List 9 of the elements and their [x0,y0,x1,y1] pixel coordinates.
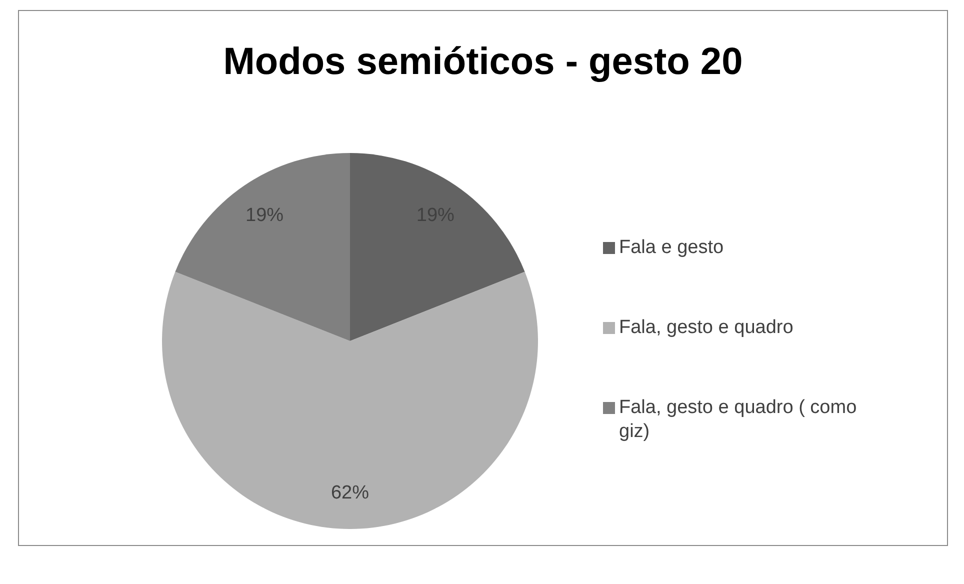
legend-label: Fala, gesto e quadro ( como giz) [619,396,858,444]
pie-slice [175,153,350,341]
pie-slice [350,153,525,341]
chart-title: Modos semióticos - gesto 20 [222,41,744,84]
pie-slice [162,272,538,529]
data-label: 62% [330,482,370,504]
legend-label: Fala, gesto e quadro [619,316,794,340]
data-label: 19% [246,204,284,226]
legend-label: Fala e gesto [619,236,725,260]
